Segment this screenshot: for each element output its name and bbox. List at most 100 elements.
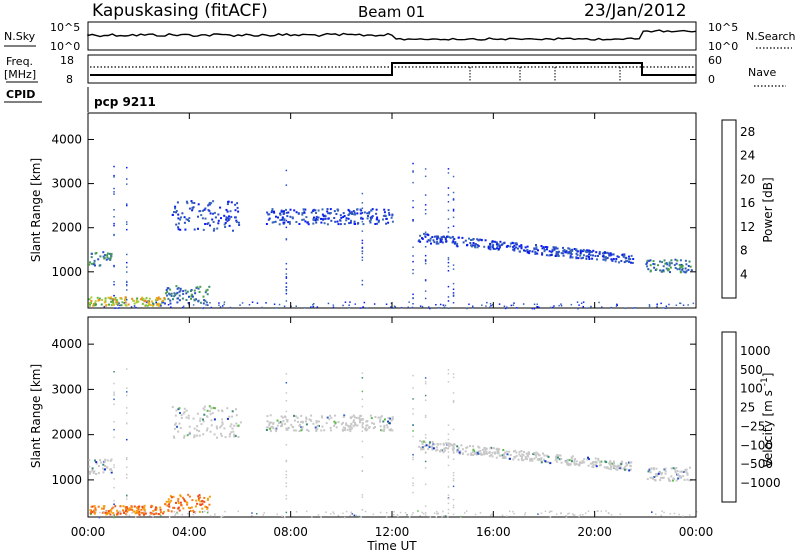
power-echo-point: [90, 299, 93, 302]
power-echo-point: [429, 237, 432, 240]
velocity-echo-point: [464, 450, 467, 453]
power-echo-point: [382, 214, 385, 217]
velocity-echo-point: [351, 415, 354, 418]
velocity-echo-point: [422, 512, 425, 515]
velocity-echo-point: [421, 443, 424, 445]
velocity-echo-point: [457, 447, 460, 450]
power-echo-point: [120, 304, 123, 307]
power-echo-point: [579, 250, 582, 253]
velocity-echo-point: [469, 445, 472, 447]
velocity-echo-point: [436, 513, 438, 515]
velocity-echo-point: [176, 512, 179, 515]
velocity-echo-point: [675, 479, 678, 482]
power-echo-point: [383, 208, 386, 211]
power-echo-point: [625, 260, 628, 263]
power-echo-point: [503, 241, 506, 244]
velocity-echo-point: [350, 423, 353, 426]
power-echo-point: [283, 210, 285, 213]
velocity-echo-point: [671, 479, 674, 482]
velocity-echo-point: [471, 450, 474, 453]
power-echo-point: [437, 306, 440, 309]
power-echo-point: [489, 303, 492, 305]
velocity-echo-point: [370, 417, 373, 420]
velocity-echo-point: [100, 507, 103, 510]
power-echo-point: [170, 292, 173, 295]
power-echo-point: [487, 245, 490, 248]
power-echo-point: [585, 251, 588, 253]
velocity-echo-point: [478, 446, 481, 449]
power-echo-point: [361, 256, 364, 259]
power-echo-point: [388, 211, 390, 214]
power-echo-point: [535, 248, 538, 251]
power-echo-point: [585, 257, 588, 260]
velocity-echo-point: [674, 470, 677, 473]
power-echo-point: [421, 237, 424, 240]
power-echo-point: [359, 307, 362, 309]
power-echo-point: [361, 212, 364, 214]
velocity-echo-point: [361, 456, 364, 458]
power-echo-point: [447, 258, 450, 261]
velocity-echo-point: [652, 467, 655, 470]
power-echo-point: [182, 290, 185, 293]
velocity-echo-point: [125, 507, 127, 510]
power-echo-point: [285, 292, 288, 295]
power-echo-point: [383, 211, 386, 214]
power-echo-point: [126, 261, 128, 264]
velocity-echo-point: [90, 513, 92, 516]
velocity-echo-point: [233, 435, 236, 438]
power-echo-point: [490, 304, 492, 307]
power-echo-point: [430, 242, 432, 245]
velocity-echo-point: [422, 440, 425, 443]
power-echo-point: [113, 264, 115, 267]
velocity-echo-point: [447, 515, 449, 518]
power-echo-point: [412, 260, 414, 263]
velocity-echo-point: [174, 422, 177, 425]
power-echo-point: [524, 249, 527, 252]
power-echo-point: [345, 219, 348, 222]
velocity-echo-point: [587, 456, 589, 459]
power-echo-point: [447, 235, 450, 238]
velocity-echo-point: [141, 505, 144, 508]
power-echo-point: [424, 236, 427, 238]
power-echo-point: [143, 300, 146, 303]
power-echo-point: [569, 256, 572, 259]
velocity-echo-point: [126, 438, 128, 441]
power-echo-point: [668, 264, 671, 267]
velocity-echo-point: [286, 419, 289, 422]
velocity-echo-point: [361, 421, 364, 424]
velocity-echo-point: [568, 512, 570, 515]
power-echo-point: [202, 228, 205, 231]
velocity-echo-point: [591, 465, 594, 468]
velocity-echo-point: [198, 510, 201, 513]
power-echo-point: [368, 211, 371, 214]
power-echo-point: [184, 228, 187, 231]
velocity-echo-point: [301, 425, 304, 428]
velocity-echo-point: [617, 466, 620, 469]
power-echo-point: [350, 211, 353, 214]
velocity-echo-point: [154, 508, 157, 511]
power-echo-point: [206, 288, 209, 291]
power-echo-point: [541, 252, 544, 255]
velocity-echo-point: [272, 427, 275, 430]
velocity-echo-point: [452, 401, 455, 403]
velocity-echo-point: [556, 456, 559, 459]
power-echo-point: [361, 252, 364, 255]
power-echo-point: [363, 301, 366, 304]
velocity-echo-point: [572, 514, 575, 516]
velocity-echo-point: [340, 423, 343, 426]
velocity-echo-point: [323, 429, 326, 432]
velocity-echo-point: [113, 499, 115, 502]
velocity-echo-point: [110, 470, 113, 472]
velocity-echo-point: [412, 424, 414, 426]
power-echo-point: [133, 302, 136, 305]
velocity-echo-point: [364, 427, 367, 430]
power-echo-point: [496, 247, 499, 250]
power-echo-point: [200, 214, 203, 217]
velocity-echo-point: [186, 501, 189, 504]
velocity-echo-point: [412, 374, 414, 377]
velocity-echo-point: [669, 513, 671, 515]
power-echo-point: [520, 247, 523, 250]
power-echo-point: [208, 285, 211, 288]
velocity-echo-point: [661, 510, 663, 512]
power-echo-point: [162, 299, 165, 302]
